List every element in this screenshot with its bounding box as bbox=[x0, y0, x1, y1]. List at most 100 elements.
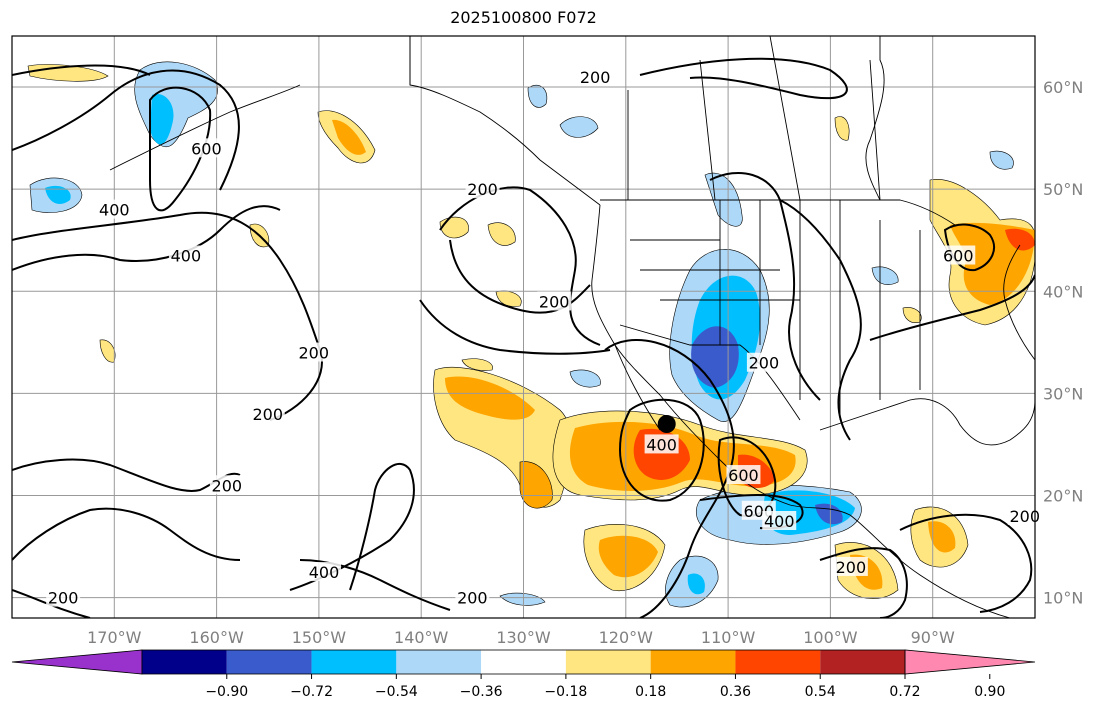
shade-negative-epac-south-core bbox=[687, 573, 705, 595]
colorbar-extend-low bbox=[11, 649, 143, 675]
contour-greatlakes-200 bbox=[779, 199, 862, 441]
coast-alaska bbox=[409, 36, 601, 206]
shade-positive-near-hi bbox=[99, 339, 116, 363]
contour-label-bg bbox=[644, 434, 679, 454]
map-frame bbox=[11, 35, 1036, 619]
contour-label: 400 bbox=[764, 512, 795, 531]
shade-positive-gulfmx bbox=[902, 307, 922, 323]
colorbar-tick-label: 0.54 bbox=[805, 684, 836, 700]
contour-label: 200 bbox=[467, 180, 498, 199]
coast-baja bbox=[614, 344, 661, 431]
lon-tick-label: 100°W bbox=[803, 628, 858, 647]
contour-ak-200 bbox=[639, 57, 848, 100]
colorbar-labels: −0.90 −0.72 −0.54 −0.36 −0.18 0.18 0.36 0.54 0.7… bbox=[205, 674, 1005, 700]
contour-se-200 bbox=[12, 458, 241, 492]
contour-label: 200 bbox=[1009, 507, 1040, 526]
geopotential-contours bbox=[12, 57, 1035, 618]
contour-label: 200 bbox=[252, 405, 283, 424]
contour-w-pac-400 bbox=[12, 69, 240, 191]
contour-east-200 bbox=[869, 274, 1035, 341]
colorbar-box bbox=[226, 650, 312, 674]
colorbar-tick-label: −0.54 bbox=[375, 684, 418, 700]
contour-label: 200 bbox=[48, 589, 79, 608]
coast-hudson bbox=[865, 36, 885, 201]
colorbar-box bbox=[820, 650, 905, 674]
colorbar-tick-label: −0.90 bbox=[205, 684, 248, 700]
colorbar-tick-label: 0.18 bbox=[635, 684, 666, 700]
contour-label-bg bbox=[97, 199, 132, 219]
contour-main-200 bbox=[12, 211, 323, 421]
coast-wcoast-na bbox=[591, 204, 1011, 618]
shade-negative-gulf-ak bbox=[527, 84, 548, 108]
contour-label: 200 bbox=[749, 354, 780, 373]
lon-tick-label: 110°W bbox=[701, 628, 756, 647]
coast-gulf bbox=[819, 398, 1035, 446]
lon-tick-label: 160°W bbox=[189, 628, 244, 647]
longitude-labels: 170°W 160°W 150°W 140°W 130°W 120°W 110°W 100°W… bbox=[87, 628, 955, 647]
contour-south-200 bbox=[12, 507, 241, 561]
contour-gulf-200 bbox=[449, 239, 591, 314]
contour-label-bg bbox=[209, 475, 244, 495]
shade-positive-ne-us-core bbox=[1005, 228, 1035, 251]
contour-label-bg bbox=[189, 138, 224, 158]
shade-negative-epac-small bbox=[569, 369, 601, 388]
contour-central-america-200 bbox=[819, 547, 908, 618]
lon-tick-label: 140°W bbox=[394, 628, 449, 647]
colorbar-tick-label: −0.18 bbox=[544, 684, 587, 700]
shade-positive-ca-coast bbox=[461, 358, 493, 371]
lat-tick-label: 50°N bbox=[1043, 180, 1083, 199]
storm-center-marker bbox=[657, 415, 676, 433]
contour-label-bg bbox=[537, 291, 572, 311]
contour-label: 200 bbox=[836, 558, 867, 577]
contour-carib-200 bbox=[899, 513, 1033, 613]
shade-negative-south-pac bbox=[499, 592, 546, 606]
contour-cutoff-400 bbox=[618, 398, 705, 502]
contour-south2-200 bbox=[289, 462, 415, 591]
shade-positive-off-bc2 bbox=[487, 222, 516, 246]
contour-mid-200 bbox=[419, 299, 611, 355]
colorbar-box bbox=[565, 650, 651, 674]
shade-positive-off-bc bbox=[439, 216, 469, 239]
contour-label: 200 bbox=[299, 344, 330, 363]
contour-labels: 200 600 400 400 200 200 200 200 400 600 200 600 400 2… bbox=[46, 66, 1042, 608]
shade-positive-hawaii-ne-core bbox=[445, 376, 535, 420]
contour-label-bg bbox=[250, 403, 285, 423]
contour-label: 400 bbox=[171, 247, 202, 266]
colorbar-extend-high bbox=[904, 649, 1036, 675]
shade-negative-w-pacific-core bbox=[45, 185, 71, 204]
shade-negative-central-us bbox=[871, 266, 899, 285]
anomaly-shading bbox=[27, 61, 1035, 608]
shade-positive-hudson bbox=[834, 116, 850, 141]
border-prov bbox=[627, 36, 881, 201]
contour-north-pac-200 bbox=[439, 186, 601, 346]
lon-tick-label: 120°W bbox=[599, 628, 654, 647]
contour-label-bg bbox=[941, 245, 976, 265]
colorbar-outline bbox=[141, 649, 906, 675]
contour-label-bg bbox=[833, 556, 868, 576]
lon-tick-label: 150°W bbox=[292, 628, 347, 647]
contour-w-pac-200 bbox=[12, 64, 151, 76]
lon-tick-label: 170°W bbox=[87, 628, 142, 647]
contour-label-bg bbox=[307, 562, 342, 582]
contour-label: 600 bbox=[943, 247, 974, 266]
contour-label: 200 bbox=[212, 476, 243, 495]
contour-label-bg bbox=[168, 245, 203, 265]
chart-title: 2025100800 F072 bbox=[450, 8, 597, 27]
contour-label: 200 bbox=[457, 589, 488, 608]
lat-tick-label: 10°N bbox=[1043, 589, 1083, 608]
shade-negative-alaska-core bbox=[150, 94, 174, 145]
coast-aleutians bbox=[109, 84, 301, 171]
shade-negative-ne bbox=[989, 150, 1014, 170]
contour-hi-400 bbox=[12, 205, 281, 271]
contour-label-bg bbox=[46, 587, 81, 607]
contour-label: 600 bbox=[191, 139, 222, 158]
lat-tick-label: 40°N bbox=[1043, 282, 1083, 301]
border-states bbox=[630, 200, 921, 420]
contour-label-bg bbox=[1007, 505, 1042, 525]
shade-positive-caribbean-core bbox=[928, 521, 956, 553]
contour-label: 400 bbox=[309, 563, 340, 582]
colorbar-tick-label: 0.36 bbox=[720, 684, 751, 700]
contour-label-bg bbox=[726, 465, 761, 485]
colorbar-box bbox=[142, 650, 227, 674]
